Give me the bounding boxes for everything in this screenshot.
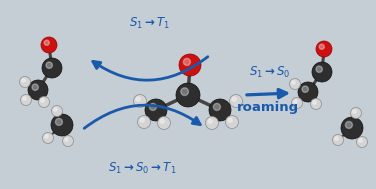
Circle shape [214,103,220,110]
Circle shape [350,108,361,119]
Circle shape [55,118,62,125]
Circle shape [22,79,25,82]
Circle shape [28,80,48,100]
Circle shape [20,77,30,88]
Circle shape [42,132,53,143]
Circle shape [232,97,236,101]
Circle shape [32,84,38,90]
Circle shape [209,99,231,121]
Circle shape [62,136,73,146]
Circle shape [41,99,44,102]
Circle shape [346,121,352,129]
Circle shape [183,58,190,65]
Circle shape [42,58,62,78]
Text: $S_1$$\mathbf{\rightarrow}$$S_0$: $S_1$$\mathbf{\rightarrow}$$S_0$ [249,64,291,80]
Circle shape [316,66,322,72]
Circle shape [51,114,73,136]
Circle shape [46,62,52,68]
Circle shape [312,62,332,82]
Circle shape [145,99,167,121]
Circle shape [356,136,367,147]
Circle shape [353,110,356,113]
Circle shape [179,54,201,76]
FancyArrowPatch shape [84,105,200,128]
Circle shape [41,37,57,53]
Circle shape [45,135,48,138]
Circle shape [291,98,303,108]
Circle shape [44,40,49,45]
Circle shape [140,118,144,122]
Text: $S_1$$\mathbf{\rightarrow}$$S_0$$\mathbf{\rightarrow}$$T_1$: $S_1$$\mathbf{\rightarrow}$$S_0$$\mathbf… [108,160,176,176]
Circle shape [149,103,156,110]
Circle shape [176,83,200,107]
Circle shape [226,115,238,129]
FancyArrowPatch shape [93,57,208,80]
Circle shape [316,41,332,57]
Circle shape [38,97,50,108]
Circle shape [52,105,62,116]
Circle shape [136,97,140,101]
Circle shape [229,94,243,108]
Circle shape [359,139,362,142]
Circle shape [65,138,68,141]
Circle shape [294,100,297,103]
Circle shape [335,137,338,140]
Circle shape [23,97,26,100]
Circle shape [228,118,232,122]
Circle shape [341,117,363,139]
Text: roaming: roaming [237,101,299,115]
Circle shape [133,94,147,108]
Circle shape [292,81,295,84]
Text: $S_1$$\mathbf{\rightarrow}$$T_1$: $S_1$$\mathbf{\rightarrow}$$T_1$ [129,15,171,31]
Circle shape [311,98,321,109]
Circle shape [319,44,324,49]
Circle shape [138,115,150,129]
Circle shape [208,119,212,123]
Circle shape [313,101,316,104]
Circle shape [21,94,32,105]
Circle shape [302,86,308,92]
Circle shape [158,116,170,129]
Circle shape [160,119,164,123]
Circle shape [54,108,57,111]
Circle shape [332,135,344,146]
Circle shape [206,116,218,129]
Circle shape [181,88,188,95]
Circle shape [298,82,318,102]
FancyArrowPatch shape [247,89,287,98]
Circle shape [290,78,300,90]
